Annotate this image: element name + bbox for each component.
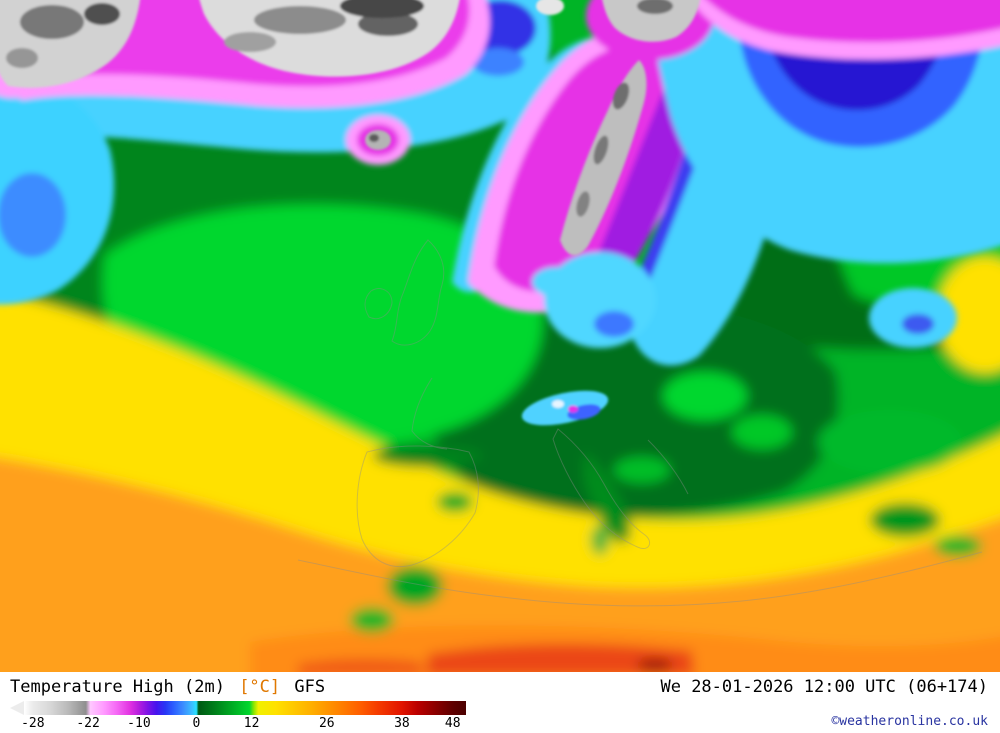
unit-label: [°C]	[239, 677, 281, 697]
map-title-text: Temperature High (2m)	[10, 677, 225, 697]
map-footer: Temperature High (2m) [°C] GFS We 28-01-…	[0, 672, 1000, 733]
scale-tick: -28	[21, 716, 45, 731]
scale-tick: 0	[192, 716, 201, 731]
scale-tick: -22	[76, 716, 100, 731]
scale-tick: 38	[394, 716, 410, 731]
map-title: Temperature High (2m) [°C] GFS	[10, 677, 329, 697]
coastlines	[297, 239, 983, 607]
scale-tick: 26	[318, 716, 335, 731]
scale-tick: 12	[243, 716, 260, 731]
temperature-scale: -28 -22 -10 0 12 26 38 48	[10, 699, 480, 732]
valid-time-label: We 28-01-2026 12:00 UTC (06+174)	[660, 677, 988, 697]
scale-ticks: -28 -22 -10 0 12 26 38 48	[21, 716, 466, 732]
scale-left-arrow-icon	[10, 701, 24, 715]
scale-tick: -10	[127, 716, 151, 731]
copyright: ©weatheronline.co.uk	[831, 714, 988, 729]
alps-cold-spots	[521, 390, 609, 426]
ice-gray-regions	[0, 0, 701, 256]
model-label: GFS	[294, 677, 326, 697]
temperature-map	[0, 0, 1000, 672]
scale-tick: 48	[444, 716, 461, 731]
scale-bar	[24, 701, 466, 715]
